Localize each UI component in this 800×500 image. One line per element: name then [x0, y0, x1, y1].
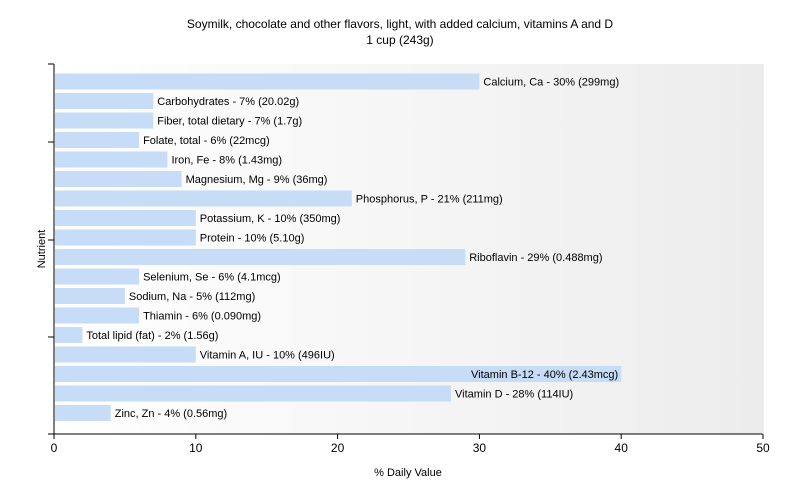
- bar-label: Iron, Fe - 8% (1.43mg): [171, 155, 282, 167]
- chart-title: Soymilk, chocolate and other flavors, li…: [186, 17, 614, 31]
- bar: [55, 327, 83, 343]
- bar-label: Magnesium, Mg - 9% (36mg): [186, 174, 328, 186]
- bar-label: Phosphorus, P - 21% (211mg): [356, 194, 503, 206]
- x-tick-label: 50: [756, 441, 770, 455]
- x-tick-label: 40: [615, 441, 629, 455]
- bar-label: Carbohydrates - 7% (20.02g): [157, 96, 299, 108]
- bar-label: Calcium, Ca - 30% (299mg): [483, 77, 619, 89]
- bars-layer: Calcium, Ca - 30% (299mg) Carbohydrates -…: [55, 73, 622, 421]
- bar: [55, 73, 480, 90]
- x-tick-label: 10: [189, 441, 203, 455]
- bar: [55, 268, 140, 285]
- bar: [55, 366, 622, 382]
- x-tick-label: 20: [331, 441, 345, 455]
- chart-subtitle: 1 cup (243g): [366, 33, 434, 47]
- x-axis-title: % Daily Value: [374, 467, 442, 479]
- bar: [55, 229, 196, 246]
- bar-label: Vitamin D - 28% (114IU): [455, 389, 573, 401]
- bar: [55, 151, 168, 168]
- bar-label: Total lipid (fat) - 2% (1.56g): [86, 330, 218, 342]
- bar-label: Potassium, K - 10% (350mg): [200, 213, 341, 225]
- bar-label: Folate, total - 6% (22mcg): [143, 135, 270, 147]
- bar: [55, 405, 111, 421]
- bar-label: Vitamin B-12 - 40% (2.43mcg): [471, 369, 618, 381]
- chart-title-block: Soymilk, chocolate and other flavors, li…: [0, 16, 800, 48]
- bar-label: Thiamin - 6% (0.090mg): [143, 311, 261, 323]
- bar: [55, 190, 352, 207]
- y-axis-title: Nutrient: [36, 230, 48, 269]
- bar: [55, 307, 140, 324]
- bar-label: Protein - 10% (5.10g): [200, 233, 305, 245]
- x-tick-label: 30: [473, 441, 487, 455]
- bar: [55, 210, 196, 226]
- bar: [55, 346, 196, 363]
- bar-label: Vitamin A, IU - 10% (496IU): [200, 350, 335, 362]
- bar: [55, 385, 452, 402]
- bar: [55, 171, 182, 187]
- bar-label: Fiber, total dietary - 7% (1.7g): [157, 116, 302, 128]
- bar: [55, 249, 466, 265]
- bar-label: Zinc, Zn - 4% (0.56mg): [115, 408, 227, 420]
- bar: [55, 132, 140, 148]
- axes-layer: 0 10 20 30 40 50: [48, 63, 770, 455]
- bar: [55, 93, 154, 109]
- bar: [55, 288, 125, 304]
- bar: [55, 112, 154, 129]
- bar-label: Sodium, Na - 5% (112mg): [129, 291, 255, 303]
- x-tick-label: 0: [51, 441, 58, 455]
- bar-label: Selenium, Se - 6% (4.1mcg): [143, 272, 281, 284]
- bar-label: Riboflavin - 29% (0.488mg): [469, 252, 602, 264]
